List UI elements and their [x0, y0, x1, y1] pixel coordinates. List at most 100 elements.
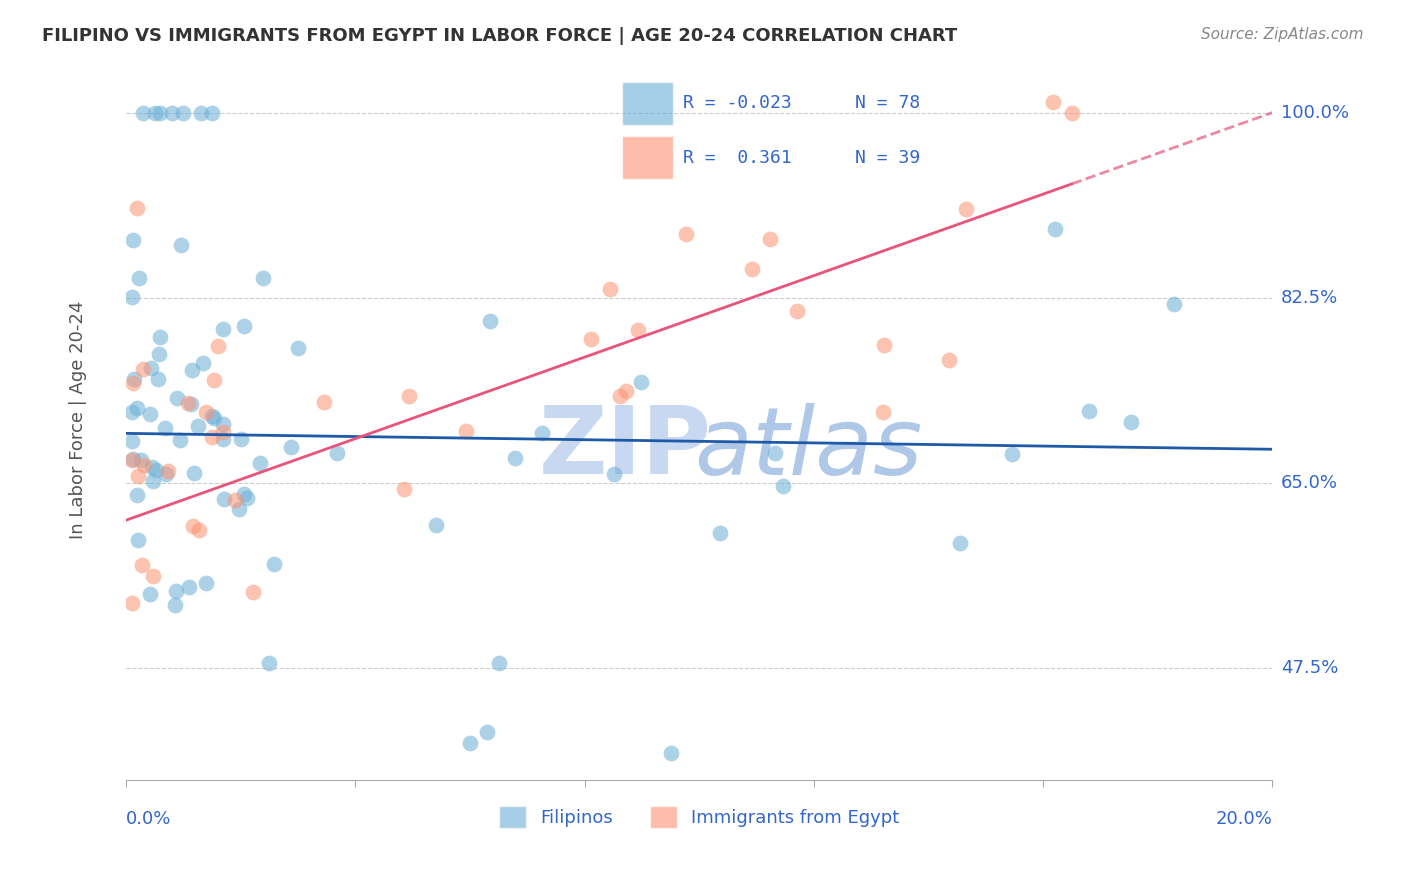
Point: [194, 405, 217, 419]
Text: N = 78: N = 78: [855, 95, 920, 112]
Point: [191, 355, 214, 369]
Point: [786, 303, 808, 318]
Point: [1163, 297, 1185, 311]
Point: [214, 491, 236, 506]
Point: [1042, 95, 1064, 109]
Point: [211, 322, 233, 336]
Point: [263, 557, 285, 571]
FancyBboxPatch shape: [621, 82, 672, 125]
Point: [212, 425, 235, 439]
Point: [165, 583, 187, 598]
Point: [128, 270, 150, 285]
Point: [139, 407, 162, 421]
Point: [249, 456, 271, 470]
Text: 65.0%: 65.0%: [1281, 475, 1339, 492]
Point: [454, 424, 477, 438]
Point: [149, 330, 172, 344]
Point: [772, 479, 794, 493]
Point: [503, 451, 526, 466]
Text: atlas: atlas: [695, 403, 922, 494]
Point: [194, 575, 217, 590]
Point: [169, 434, 191, 448]
Point: [259, 656, 281, 670]
Point: [603, 467, 626, 481]
Point: [280, 440, 302, 454]
Text: 82.5%: 82.5%: [1281, 289, 1339, 307]
Point: [201, 409, 224, 423]
Point: [142, 569, 165, 583]
Point: [231, 433, 253, 447]
Point: [148, 347, 170, 361]
Point: [630, 376, 652, 390]
Point: [183, 466, 205, 480]
Point: [121, 596, 143, 610]
Point: [143, 105, 166, 120]
Point: [166, 391, 188, 405]
Point: [127, 533, 149, 548]
Point: [312, 394, 335, 409]
Point: [627, 323, 650, 337]
Point: [180, 397, 202, 411]
Point: [132, 362, 155, 376]
Point: [127, 401, 149, 415]
Point: [392, 483, 415, 497]
Text: 47.5%: 47.5%: [1281, 659, 1339, 677]
Point: [127, 201, 149, 215]
Point: [142, 474, 165, 488]
Point: [287, 341, 309, 355]
Point: [149, 105, 172, 120]
Point: [139, 361, 162, 376]
Point: [202, 411, 225, 425]
Point: [190, 105, 212, 120]
Point: [709, 525, 731, 540]
Point: [201, 105, 224, 120]
Point: [169, 237, 191, 252]
Point: [1001, 447, 1024, 461]
Text: 20.0%: 20.0%: [1216, 810, 1272, 828]
Point: [759, 232, 782, 246]
Point: [212, 432, 235, 446]
Point: [122, 376, 145, 391]
Text: R = -0.023: R = -0.023: [683, 95, 792, 112]
Point: [478, 313, 501, 327]
Point: [132, 105, 155, 120]
Point: [181, 363, 204, 377]
Point: [659, 746, 682, 760]
Point: [127, 468, 149, 483]
Point: [121, 290, 143, 304]
Point: [121, 453, 143, 467]
Point: [145, 463, 167, 477]
Point: [200, 429, 222, 443]
Text: R =  0.361: R = 0.361: [683, 149, 792, 167]
Point: [121, 434, 143, 448]
FancyBboxPatch shape: [621, 136, 672, 179]
Point: [121, 233, 143, 247]
Point: [228, 501, 250, 516]
Point: [475, 725, 498, 739]
Point: [741, 261, 763, 276]
Point: [202, 374, 225, 388]
Point: [599, 282, 621, 296]
Point: [938, 353, 960, 368]
Point: [530, 426, 553, 441]
Point: [458, 735, 481, 749]
Point: [183, 519, 205, 533]
Point: [211, 417, 233, 432]
Point: [614, 384, 637, 399]
Point: [675, 227, 697, 241]
Point: [763, 446, 786, 460]
Point: [425, 518, 447, 533]
Point: [124, 372, 146, 386]
Point: [579, 332, 602, 346]
Point: [146, 372, 169, 386]
Point: [398, 388, 420, 402]
Point: [165, 598, 187, 612]
Point: [233, 318, 256, 333]
Point: [1119, 415, 1142, 429]
Point: [160, 105, 183, 120]
Point: [873, 338, 896, 352]
Point: [872, 405, 894, 419]
Point: [172, 105, 194, 120]
Point: [949, 536, 972, 550]
Point: [1060, 105, 1083, 120]
